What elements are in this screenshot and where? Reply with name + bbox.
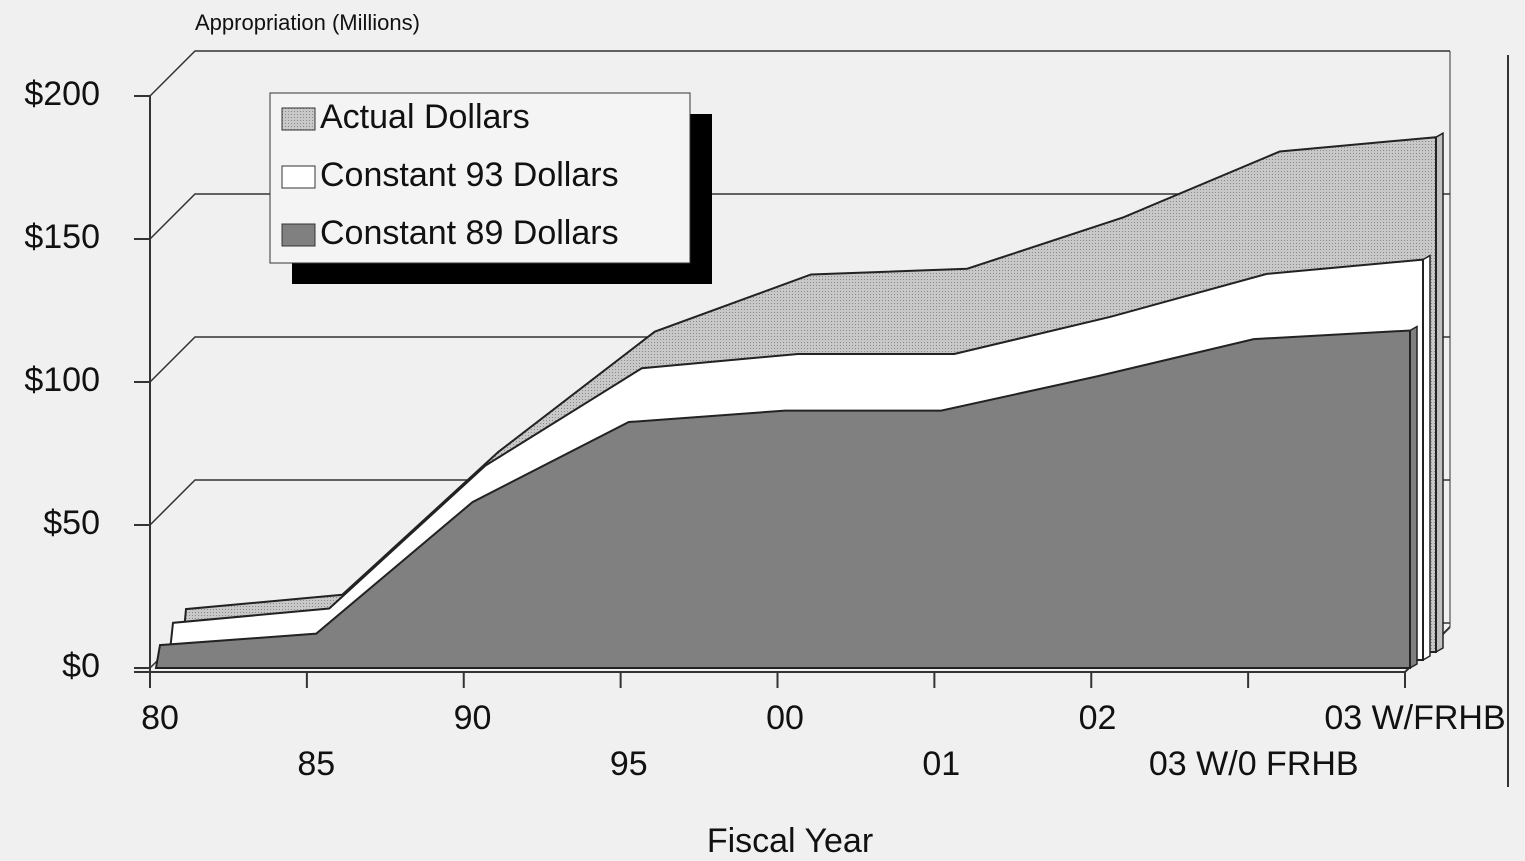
legend-swatch [281, 107, 316, 131]
area-side [1435, 131, 1444, 654]
y-tick-label: $150 [24, 218, 100, 256]
y-tick-label: $200 [24, 75, 100, 113]
x-tick-label: 00 [766, 699, 804, 737]
x-tick-label: 03 W/0 FRHB [1149, 745, 1359, 783]
plot: $0 $50 $100 $150 $200 80 85 90 95 00 01 02 03 W/0 FR… [24, 50, 1506, 783]
legend-label: Constant 93 Dollars [320, 156, 619, 194]
x-tick-label: 90 [454, 699, 492, 737]
legend-box [269, 92, 691, 264]
legend-swatch [281, 165, 316, 189]
legend: Actual Dollars Constant 93 Dollars Constan… [269, 92, 712, 284]
legend-label: Constant 89 Dollars [320, 214, 619, 252]
area-side [1422, 254, 1431, 662]
legend-label: Actual Dollars [320, 98, 530, 136]
x-tick-label: 80 [141, 699, 179, 737]
y-tick-label: $0 [62, 647, 100, 685]
x-tick-label: 85 [297, 745, 335, 783]
y-tick-label: $50 [43, 504, 100, 542]
y-tick-label: $100 [24, 361, 100, 399]
x-tick-label: 01 [922, 745, 960, 783]
x-tick-label: 03 W/FRHB [1324, 699, 1505, 737]
area [154, 329, 1411, 669]
grid-line [149, 193, 1450, 240]
legend-swatch [281, 223, 316, 247]
grid-line [149, 50, 1450, 97]
area-side [1409, 325, 1418, 670]
axis-title: Appropriation (Millions) [195, 10, 420, 35]
x-axis-title: Fiscal Year [707, 822, 873, 860]
x-tick-label: 02 [1079, 699, 1117, 737]
x-tick-label: 95 [610, 745, 648, 783]
